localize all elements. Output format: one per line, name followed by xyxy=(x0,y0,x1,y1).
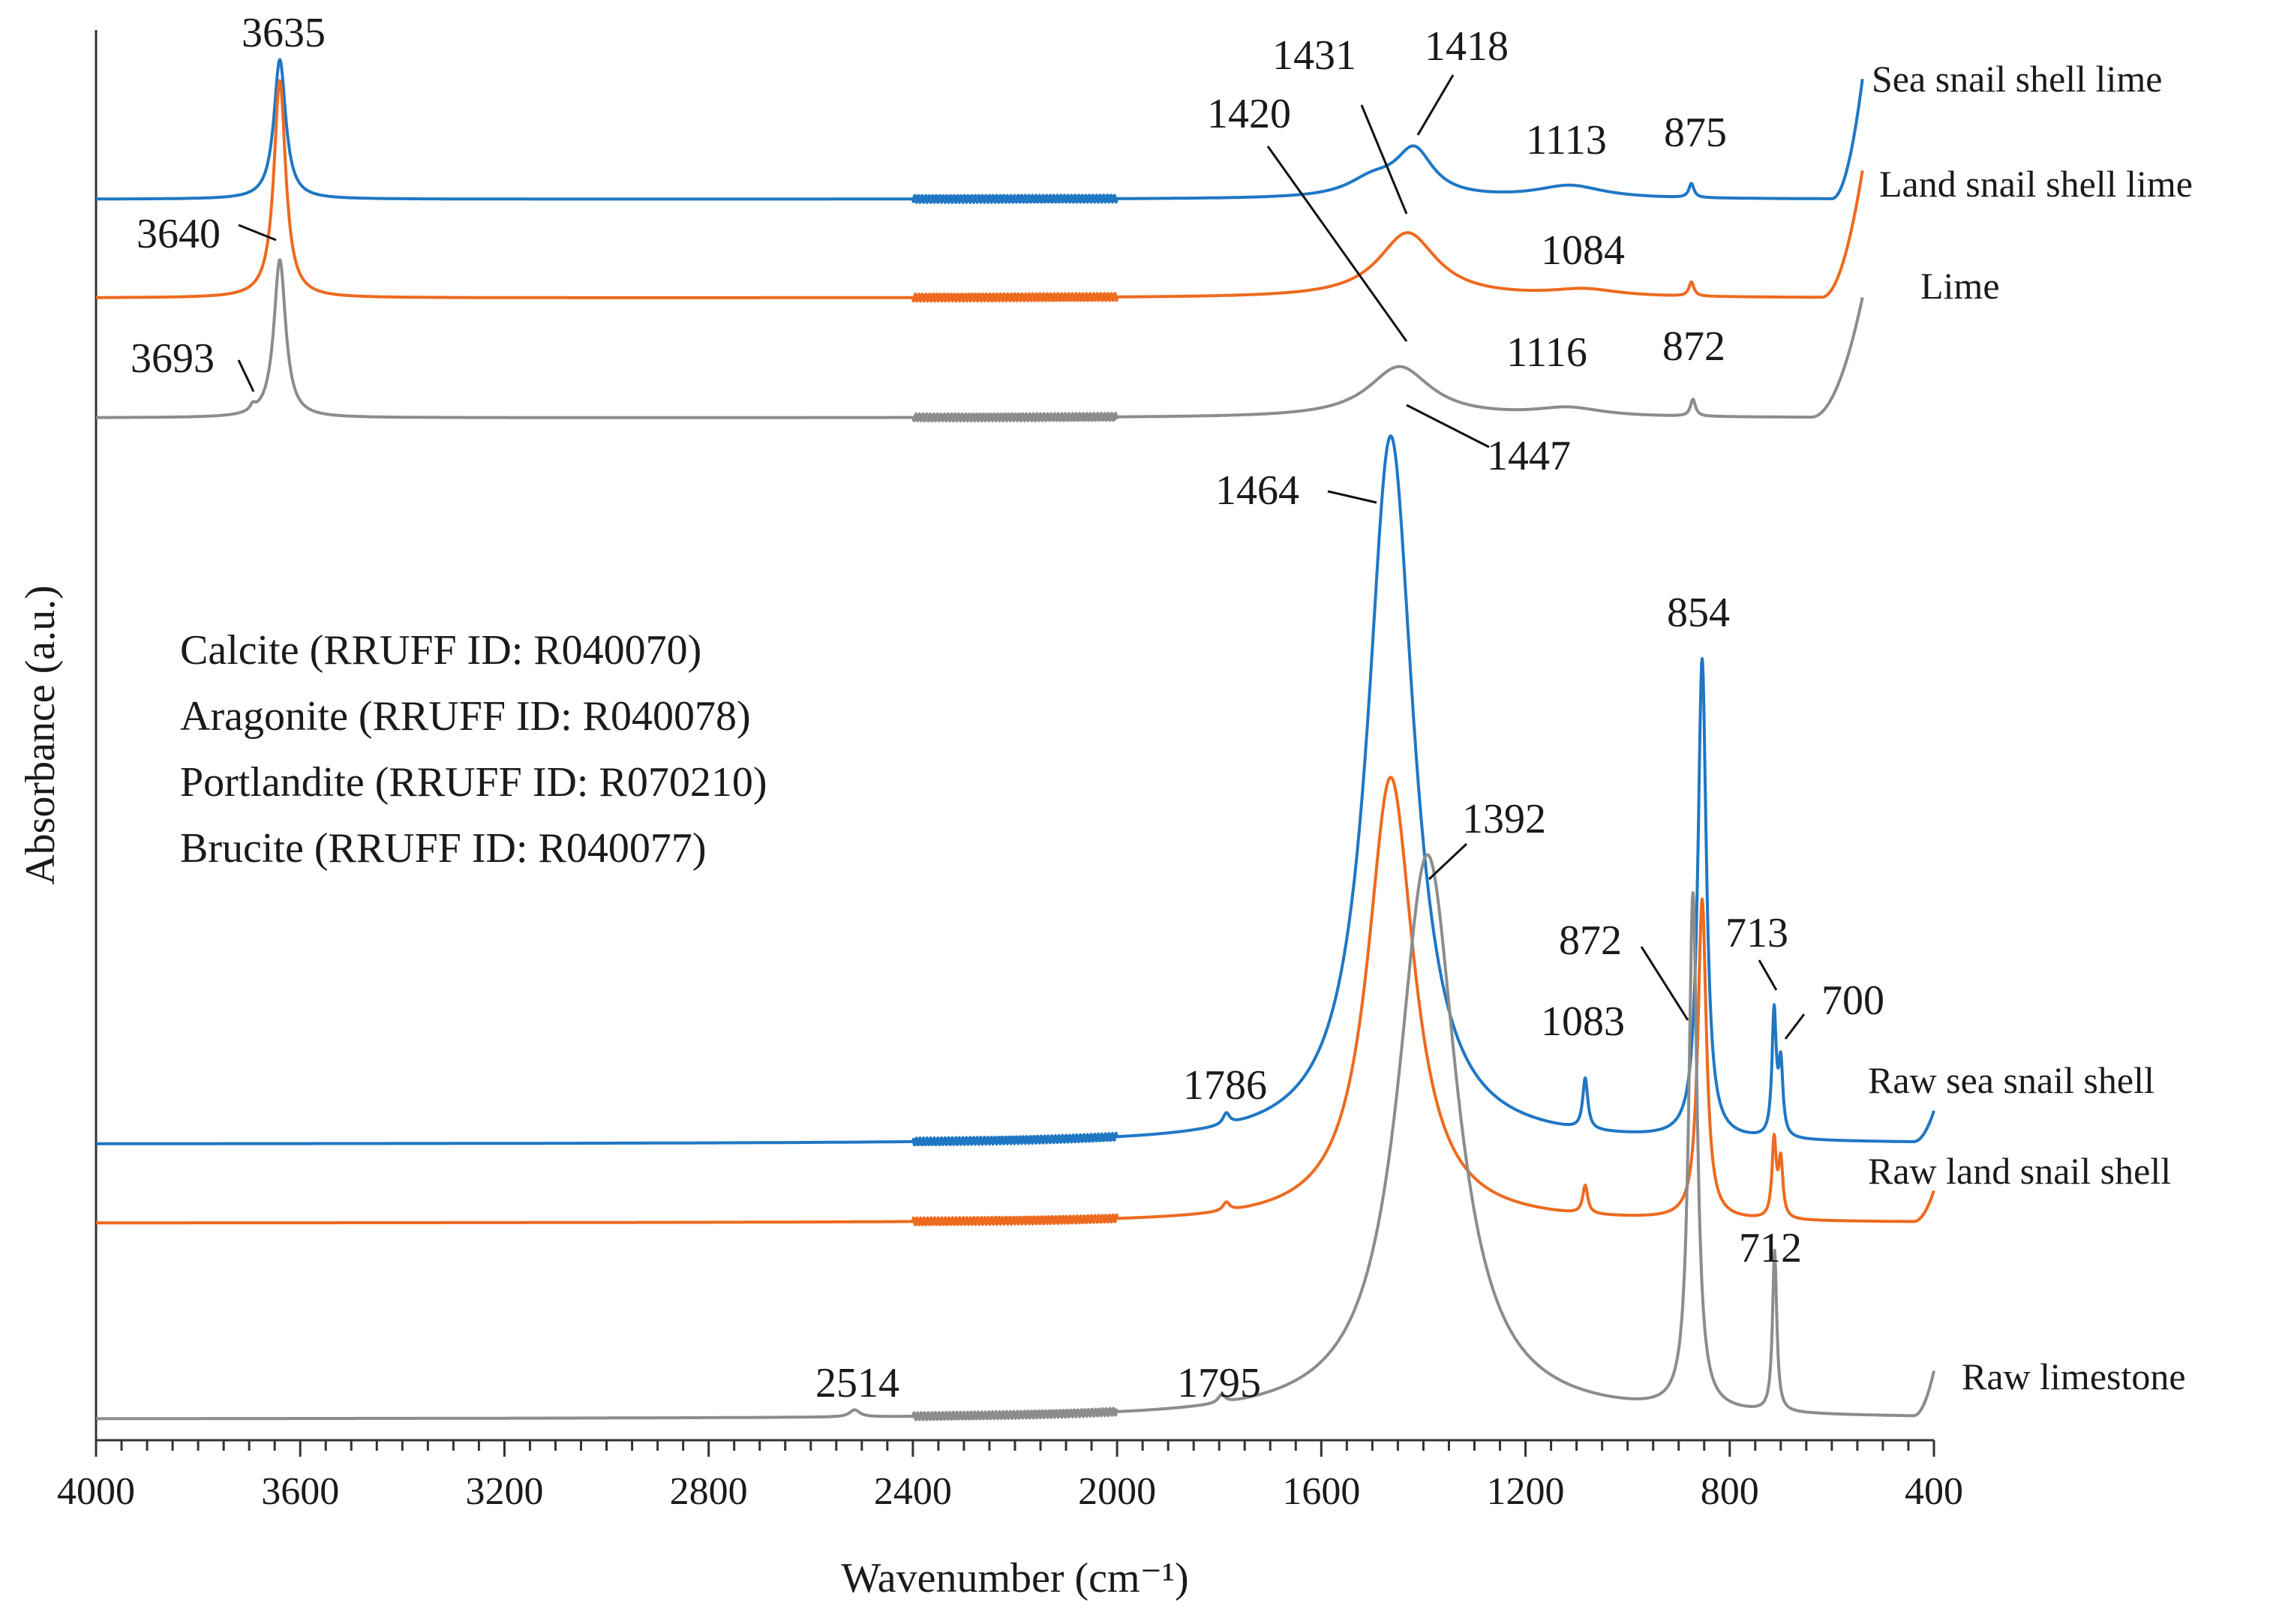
x-tick-label: 2800 xyxy=(670,1470,748,1513)
peak-label: 1418 xyxy=(1425,23,1509,70)
peak-label: 854 xyxy=(1667,590,1730,636)
x-tick-label: 3200 xyxy=(465,1470,543,1513)
series-line xyxy=(95,79,1864,303)
series-label: Land snail shell lime xyxy=(1879,163,2193,205)
peak-labels: 3635 1431 1418 1420 1113 875 3640 1084 3693 1116 8… xyxy=(131,10,1884,1406)
peak-label: 1084 xyxy=(1541,227,1625,274)
peak-label: 1447 xyxy=(1487,433,1571,479)
peak-label: 1113 xyxy=(1526,117,1607,164)
series-line xyxy=(95,853,1935,1421)
peak-label: 713 xyxy=(1725,910,1788,956)
peak-label: 3693 xyxy=(131,335,215,382)
series-label: Raw land snail shell xyxy=(1868,1150,2171,1192)
peak-leader-lines xyxy=(237,74,1806,1040)
x-tick-label: 2400 xyxy=(874,1470,952,1513)
peak-leader-line xyxy=(1406,404,1490,449)
series-label: Raw limestone xyxy=(1962,1355,2186,1397)
x-tick-label: 1200 xyxy=(1487,1470,1565,1513)
y-axis-title: Absorbance (a.u.) xyxy=(17,585,64,885)
peak-label: 875 xyxy=(1664,110,1727,156)
peak-label: 700 xyxy=(1821,977,1884,1024)
peak-leader-line xyxy=(1327,490,1377,504)
peak-label: 1083 xyxy=(1541,998,1625,1045)
reference-line: Aragonite (RRUFF ID: R040078) xyxy=(180,693,751,740)
x-tick-label: 1600 xyxy=(1282,1470,1360,1513)
series-label: Lime xyxy=(1920,265,2000,307)
peak-label: 712 xyxy=(1739,1225,1802,1271)
reference-list: Calcite (RRUFF ID: R040070) Aragonite (RR… xyxy=(180,627,767,872)
peak-leader-line xyxy=(1758,959,1778,991)
peak-leader-line xyxy=(1360,104,1408,215)
peak-label: 3635 xyxy=(242,10,326,56)
peak-label: 3640 xyxy=(137,211,221,257)
peak-label: 1795 xyxy=(1177,1360,1261,1406)
reference-line: Calcite (RRUFF ID: R040070) xyxy=(180,627,701,674)
x-tick-label: 400 xyxy=(1905,1470,1963,1513)
peak-label: 1431 xyxy=(1272,32,1356,79)
x-axis-tick-labels: 4000 3600 3200 2800 2400 2000 1600 1200 800 400 xyxy=(57,1470,1963,1513)
series-labels: Sea snail shell lime Land snail shell lim… xyxy=(1868,58,2193,1397)
series-line xyxy=(95,434,1935,1147)
peak-leader-line xyxy=(1784,1013,1806,1040)
x-tick-label: 3600 xyxy=(261,1470,339,1513)
peak-leader-line xyxy=(1428,842,1468,881)
peak-label: 1786 xyxy=(1183,1062,1267,1109)
peak-leader-line xyxy=(237,359,255,392)
x-tick-label: 4000 xyxy=(57,1470,135,1513)
x-tick-label: 800 xyxy=(1701,1470,1759,1513)
peak-label: 1116 xyxy=(1506,329,1587,376)
peak-leader-line xyxy=(1416,74,1455,136)
x-axis-ticks xyxy=(95,1440,1935,1457)
peak-label: 1420 xyxy=(1207,91,1291,137)
peak-label: 1464 xyxy=(1215,467,1299,514)
peak-label: 1392 xyxy=(1462,796,1546,842)
series-label: Raw sea snail shell xyxy=(1868,1059,2154,1101)
reference-line: Brucite (RRUFF ID: R040077) xyxy=(180,825,707,872)
peak-label: 2514 xyxy=(815,1360,899,1406)
series-label: Sea snail shell lime xyxy=(1872,58,2162,100)
peak-label: 872 xyxy=(1559,917,1622,964)
spectra-traces xyxy=(95,58,1935,1421)
series-line xyxy=(95,776,1935,1226)
peak-label: 872 xyxy=(1662,323,1725,370)
series-line xyxy=(95,58,1864,204)
reference-line: Portlandite (RRUFF ID: R070210) xyxy=(180,759,767,806)
series-line xyxy=(95,258,1864,423)
peak-leader-line xyxy=(1640,946,1689,1021)
peak-leader-line xyxy=(238,224,277,242)
peak-leader-line xyxy=(1266,146,1408,342)
x-axis-title: Wavenumber (cm⁻¹) xyxy=(841,1555,1188,1601)
x-tick-label: 2000 xyxy=(1078,1470,1156,1513)
